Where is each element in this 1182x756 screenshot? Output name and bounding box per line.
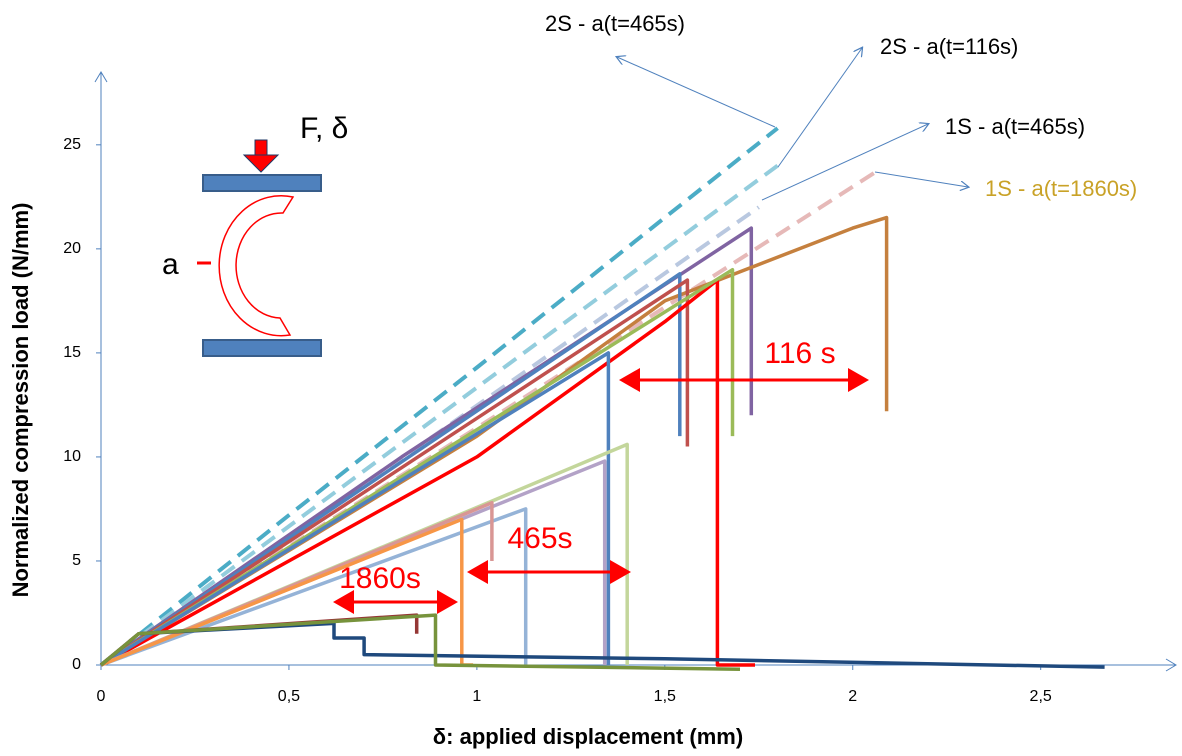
crack-label: a — [162, 248, 179, 281]
y-tick-label: 15 — [63, 344, 81, 361]
y-tick-label: 20 — [63, 240, 81, 257]
y-axis-arrow — [94, 71, 108, 83]
force-arrow-head — [242, 154, 280, 173]
model-line — [99, 126, 779, 667]
annotation-arrow — [617, 57, 776, 128]
annotation: 1S - a(t=1860s) — [985, 176, 1137, 201]
model-line — [99, 163, 779, 667]
test-line — [99, 621, 1105, 669]
test-line — [100, 507, 528, 667]
x-axis-arrow — [1165, 658, 1177, 672]
annotation: 2S - a(t=465s) — [545, 11, 685, 36]
annotation: 1860s — [339, 562, 421, 595]
test-line — [100, 278, 690, 667]
annotation-arrow — [874, 171, 968, 187]
y-axis-title: Normalized compression load (N/mm) — [8, 203, 33, 598]
x-tick-label: 2,5 — [1030, 688, 1052, 705]
test-line — [99, 613, 741, 671]
model-line — [99, 168, 881, 667]
x-tick-label: 1 — [472, 688, 481, 705]
x-tick-label: 1,5 — [654, 688, 676, 705]
y-tick-label: 10 — [63, 448, 81, 465]
y-tick-label: 0 — [72, 656, 81, 673]
c-ring — [218, 194, 295, 337]
x-tick-label: 0,5 — [278, 688, 300, 705]
specimen-diagram: F, δ a — [162, 112, 348, 357]
annotation: 116 s — [764, 337, 835, 370]
x-axis-title: δ: applied displacement (mm) — [433, 724, 743, 749]
y-tick-label: 5 — [72, 552, 81, 569]
annotation-arrow — [761, 124, 928, 201]
force-label: F, δ — [300, 112, 348, 145]
annotation-arrow — [777, 48, 862, 168]
top-plate — [202, 174, 322, 192]
x-tick-label: 2 — [848, 688, 857, 705]
force-arrow-shaft — [254, 139, 268, 156]
bottom-plate — [202, 339, 322, 357]
y-tick-label: 25 — [63, 136, 81, 153]
annotation: 465s — [507, 522, 572, 555]
annotation: 1S - a(t=465s) — [945, 114, 1085, 139]
annotation: 2S - a(t=116s) — [880, 34, 1018, 59]
x-tick-label: 0 — [97, 688, 106, 705]
test-line — [100, 278, 755, 667]
